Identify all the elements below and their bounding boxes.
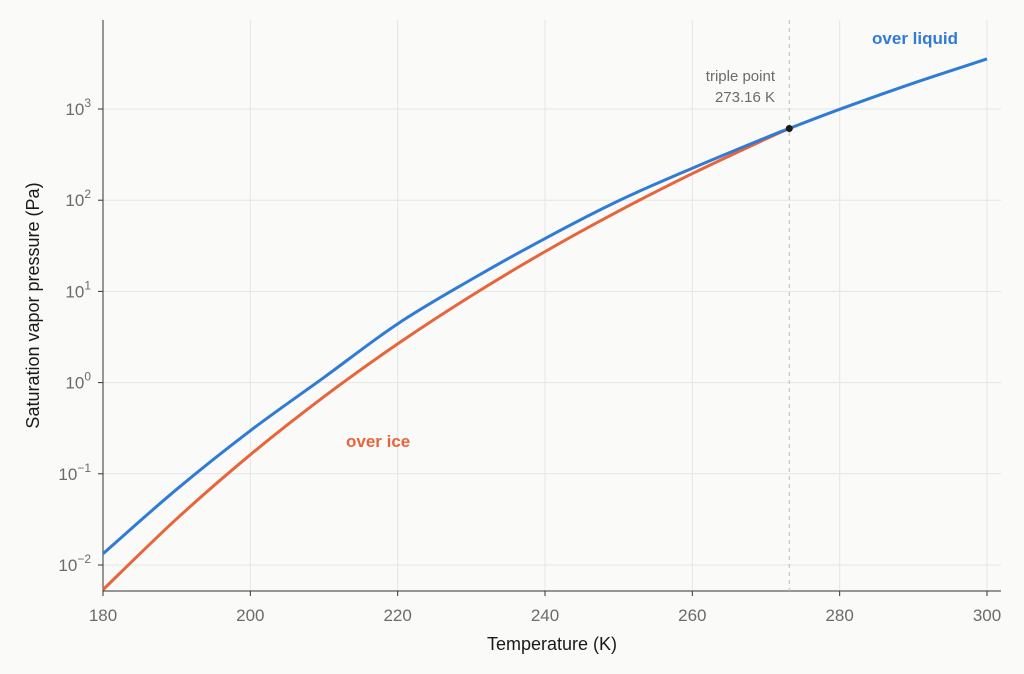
y-axis-title: Saturation vapor pressure (Pa) — [23, 182, 43, 428]
triple-point-label: triple point — [706, 68, 776, 85]
y-tick-label: 102 — [65, 187, 91, 210]
annotations: over liquid over ice triple point 273.16 K — [346, 20, 958, 591]
x-tick-label: 200 — [236, 606, 264, 625]
y-tick-label: 10−1 — [58, 461, 91, 484]
x-tick-label: 300 — [973, 606, 1001, 625]
y-tick-label: 100 — [65, 370, 91, 393]
y-tick-label: 101 — [65, 278, 91, 301]
y-tick-label: 10−2 — [58, 552, 91, 575]
triple-point-marker — [785, 124, 793, 132]
y-tick-label: 103 — [65, 96, 91, 119]
series-label-over-ice: over ice — [346, 432, 410, 451]
x-tick-label: 240 — [531, 606, 559, 625]
x-tick-label: 260 — [678, 606, 706, 625]
x-tick-label: 220 — [383, 606, 411, 625]
axes: 180 200 220 240 260 280 300 10−2 10−1 100 101 102 10… — [23, 20, 1001, 654]
series-line-over-liquid — [102, 57, 988, 555]
x-tick-label: 280 — [825, 606, 853, 625]
series-label-over-liquid: over liquid — [872, 29, 958, 48]
series-group — [101, 57, 988, 591]
x-tick-label: 180 — [89, 606, 117, 625]
grid — [102, 20, 1001, 591]
series-line-over-ice — [101, 127, 790, 591]
triple-point-temp-label: 273.16 K — [715, 89, 775, 106]
x-axis-title: Temperature (K) — [487, 634, 617, 654]
